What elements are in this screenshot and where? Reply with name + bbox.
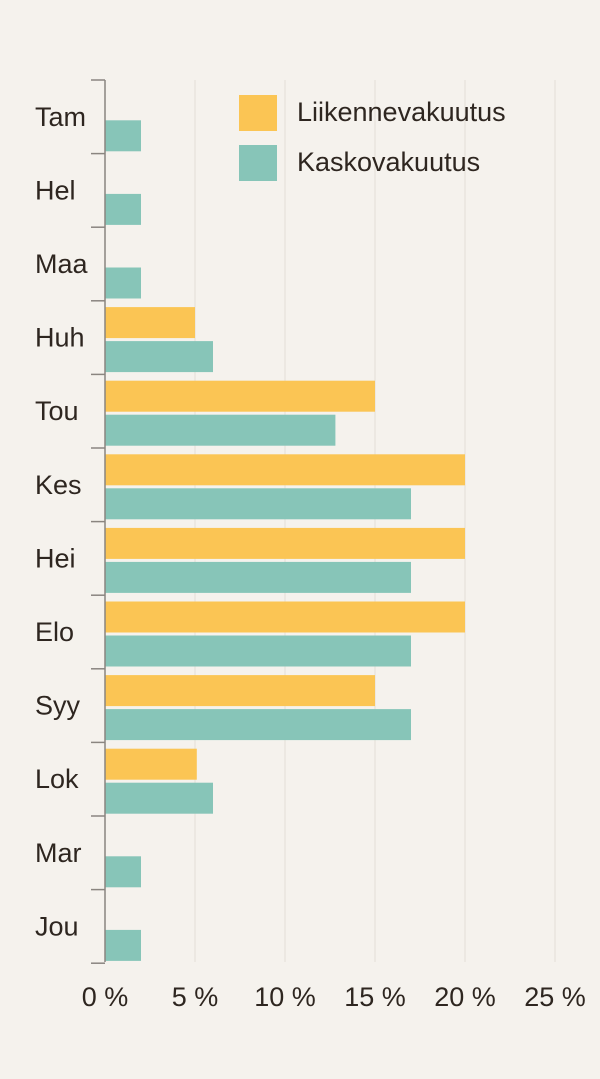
bar-kaskovakuutus-tam bbox=[105, 120, 141, 152]
category-label: Tam bbox=[35, 102, 86, 132]
bar-kaskovakuutus-huh bbox=[105, 341, 213, 373]
legend-label: Liikennevakuutus bbox=[297, 97, 506, 127]
bar-liikennevakuutus-huh bbox=[105, 307, 195, 339]
category-label: Elo bbox=[35, 617, 74, 647]
y-axis bbox=[91, 79, 106, 964]
legend-swatch bbox=[239, 95, 277, 131]
bar-liikennevakuutus-lok bbox=[105, 748, 197, 780]
bar-liikennevakuutus-kes bbox=[105, 454, 465, 486]
legend-label: Kaskovakuutus bbox=[297, 147, 480, 177]
category-label: Maa bbox=[35, 249, 89, 279]
category-label: Hel bbox=[35, 175, 76, 205]
bars bbox=[105, 120, 465, 961]
bar-kaskovakuutus-jou bbox=[105, 929, 141, 961]
category-label: Mar bbox=[35, 838, 82, 868]
x-tick-label: 20 % bbox=[434, 982, 496, 1012]
x-tick-label: 10 % bbox=[254, 982, 316, 1012]
bar-kaskovakuutus-maa bbox=[105, 267, 141, 299]
grid-lines bbox=[194, 80, 556, 962]
bar-kaskovakuutus-kes bbox=[105, 488, 411, 520]
x-tick-label: 0 % bbox=[82, 982, 129, 1012]
category-label: Huh bbox=[35, 323, 85, 353]
category-label: Kes bbox=[35, 470, 82, 500]
category-label: Hei bbox=[35, 543, 76, 573]
bar-liikennevakuutus-tou bbox=[105, 380, 375, 412]
bar-kaskovakuutus-hel bbox=[105, 193, 141, 225]
bar-kaskovakuutus-lok bbox=[105, 782, 213, 814]
legend-swatch bbox=[239, 145, 277, 181]
x-tick-labels: 0 % 5 % 10 % 15 % 20 % 25 % bbox=[82, 982, 586, 1012]
x-tick-label: 5 % bbox=[172, 982, 219, 1012]
bar-liikennevakuutus-syy bbox=[105, 675, 375, 707]
bar-liikennevakuutus-hei bbox=[105, 527, 465, 559]
bar-kaskovakuutus-hei bbox=[105, 561, 411, 593]
category-label: Jou bbox=[35, 911, 79, 941]
legend: Liikennevakuutus Kaskovakuutus bbox=[239, 95, 506, 181]
bar-kaskovakuutus-syy bbox=[105, 709, 411, 741]
category-labels: Tam Hel Maa Huh Tou Kes Hei Elo Syy Lok Mar Jou bbox=[35, 102, 89, 942]
bar-liikennevakuutus-elo bbox=[105, 601, 465, 633]
x-tick-label: 25 % bbox=[524, 982, 586, 1012]
category-label: Lok bbox=[35, 764, 79, 794]
x-tick-label: 15 % bbox=[344, 982, 406, 1012]
bar-kaskovakuutus-tou bbox=[105, 414, 336, 446]
bar-kaskovakuutus-mar bbox=[105, 856, 141, 888]
category-label: Tou bbox=[35, 396, 79, 426]
category-label: Syy bbox=[35, 691, 81, 721]
bar-kaskovakuutus-elo bbox=[105, 635, 411, 667]
